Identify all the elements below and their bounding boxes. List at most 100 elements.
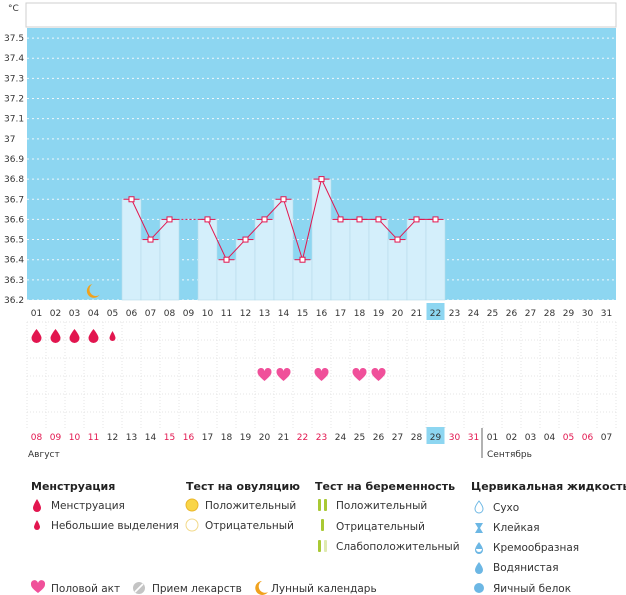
calendar-date-label[interactable]: 28 [411,433,423,443]
cycle-day-label[interactable]: 07 [145,309,156,319]
temperature-point[interactable] [242,236,249,243]
cycle-day-label[interactable]: 03 [69,309,80,319]
cycle-day-label[interactable]: 29 [563,309,575,319]
cycle-day-label[interactable]: 09 [183,309,195,319]
temperature-point[interactable] [432,216,439,223]
temperature-point[interactable] [280,196,287,203]
temperature-point[interactable] [147,236,154,243]
cycle-day-label[interactable]: 25 [487,309,498,319]
cycle-day-label[interactable]: 08 [164,309,176,319]
temperature-point[interactable] [128,196,135,203]
temperature-bar[interactable] [406,219,427,301]
temperature-point[interactable] [337,216,344,223]
cycle-day-label[interactable]: 04 [88,309,100,319]
calendar-date-label[interactable]: 21 [278,433,289,443]
calendar-date-label[interactable]: 11 [88,433,99,443]
calendar-date-label[interactable]: 07 [601,433,612,443]
cycle-day-label[interactable]: 26 [506,309,518,319]
temperature-point[interactable] [299,256,306,263]
temperature-point[interactable] [356,216,363,223]
cycle-day-label[interactable]: 16 [316,309,328,319]
calendar-date-label[interactable]: 26 [373,433,385,443]
drop-icon[interactable] [88,329,99,343]
cycle-day-label[interactable]: 17 [335,309,346,319]
temperature-bar[interactable] [330,219,351,301]
calendar-date-label[interactable]: 27 [392,433,403,443]
calendar-date-label[interactable]: 16 [183,433,195,443]
temperature-bar[interactable] [140,239,161,301]
cycle-day-label[interactable]: 11 [221,309,232,319]
drop-icon[interactable] [50,329,61,343]
cycle-day-label[interactable]: 23 [449,309,460,319]
temperature-bar[interactable] [197,219,218,301]
temperature-bar[interactable] [311,178,332,301]
cycle-day-label[interactable]: 21 [411,309,422,319]
calendar-date-label[interactable]: 04 [544,433,556,443]
cycle-day-label[interactable]: 10 [202,309,214,319]
heart-icon[interactable] [257,367,272,381]
temperature-bar[interactable] [216,259,237,301]
temperature-bar[interactable] [425,219,446,301]
temperature-point[interactable] [166,216,173,223]
temperature-bar[interactable] [159,219,180,301]
temperature-bar[interactable] [254,219,275,301]
temperature-point[interactable] [204,216,211,223]
calendar-date-label[interactable]: 06 [582,433,594,443]
calendar-date-label[interactable]: 20 [259,433,271,443]
calendar-date-label[interactable]: 02 [506,433,517,443]
calendar-date-label[interactable]: 24 [335,433,347,443]
heart-icon[interactable] [314,367,329,381]
temperature-point[interactable] [223,256,230,263]
calendar-date-label[interactable]: 17 [202,433,213,443]
temperature-point[interactable] [261,216,268,223]
calendar-date-label[interactable]: 09 [50,433,62,443]
calendar-date-label[interactable]: 31 [468,433,479,443]
cycle-day-label[interactable]: 13 [259,309,270,319]
calendar-date-label[interactable]: 05 [563,433,574,443]
calendar-date-label[interactable]: 29 [430,433,442,443]
heart-icon[interactable] [371,367,386,381]
cycle-day-label[interactable]: 20 [392,309,404,319]
calendar-date-label[interactable]: 03 [525,433,536,443]
calendar-date-label[interactable]: 10 [69,433,81,443]
heart-icon[interactable] [276,367,291,381]
cycle-day-label[interactable]: 19 [373,309,385,319]
calendar-date-label[interactable]: 12 [107,433,118,443]
temperature-bar[interactable] [292,259,313,301]
calendar-date-label[interactable]: 14 [145,433,157,443]
temperature-point[interactable] [413,216,420,223]
cycle-day-label[interactable]: 22 [430,309,441,319]
cycle-day-label[interactable]: 30 [582,309,594,319]
calendar-date-label[interactable]: 23 [316,433,327,443]
cycle-day-label[interactable]: 24 [468,309,480,319]
calendar-date-label[interactable]: 08 [31,433,43,443]
cycle-day-label[interactable]: 28 [544,309,556,319]
temperature-bar[interactable] [235,239,256,301]
cycle-day-label[interactable]: 01 [31,309,42,319]
cycle-day-label[interactable]: 31 [601,309,612,319]
temperature-bar[interactable] [368,219,389,301]
calendar-date-label[interactable]: 22 [297,433,308,443]
temperature-point[interactable] [394,236,401,243]
calendar-date-label[interactable]: 25 [354,433,365,443]
cycle-day-label[interactable]: 02 [50,309,61,319]
calendar-date-label[interactable]: 18 [221,433,233,443]
cycle-day-label[interactable]: 12 [240,309,251,319]
heart-icon[interactable] [352,367,367,381]
calendar-date-label[interactable]: 19 [240,433,252,443]
cycle-day-label[interactable]: 27 [525,309,536,319]
temperature-bar[interactable] [349,219,370,301]
cycle-day-label[interactable]: 15 [297,309,308,319]
temperature-point[interactable] [375,216,382,223]
temperature-bar[interactable] [387,239,408,301]
cycle-day-label[interactable]: 18 [354,309,366,319]
temperature-bar[interactable] [273,198,294,301]
temperature-point[interactable] [318,176,325,183]
drop-icon[interactable] [69,329,80,343]
calendar-date-label[interactable]: 15 [164,433,175,443]
cycle-day-label[interactable]: 06 [126,309,138,319]
small-drop-icon[interactable] [109,331,116,341]
calendar-date-label[interactable]: 01 [487,433,498,443]
drop-icon[interactable] [31,329,42,343]
calendar-date-label[interactable]: 30 [449,433,461,443]
